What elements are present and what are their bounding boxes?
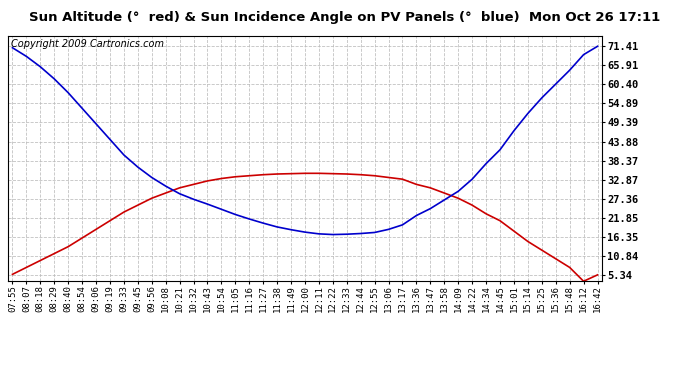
Text: Copyright 2009 Cartronics.com: Copyright 2009 Cartronics.com: [11, 39, 164, 49]
Text: Sun Altitude (°  red) & Sun Incidence Angle on PV Panels (°  blue)  Mon Oct 26 1: Sun Altitude (° red) & Sun Incidence Ang…: [30, 11, 660, 24]
